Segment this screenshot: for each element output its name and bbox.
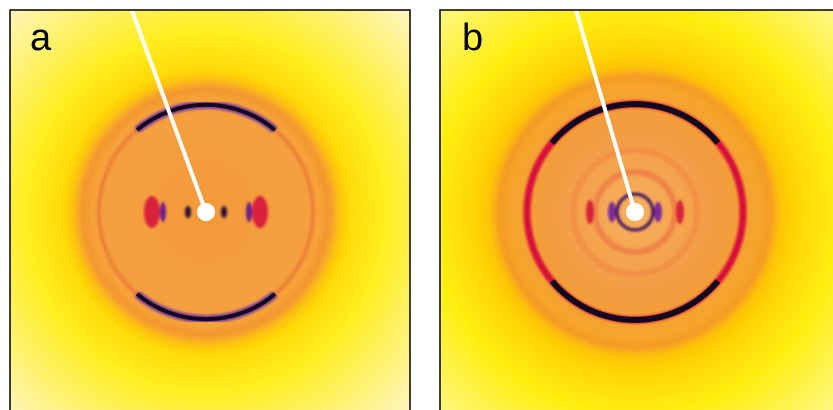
beamstop-center [626,203,644,221]
panel-label: b [462,17,483,59]
panel-label: a [30,17,52,59]
panel-a: a [10,0,410,410]
beamstop-center [197,203,215,221]
figure: a b [0,0,833,410]
panel-b: b [440,0,833,410]
